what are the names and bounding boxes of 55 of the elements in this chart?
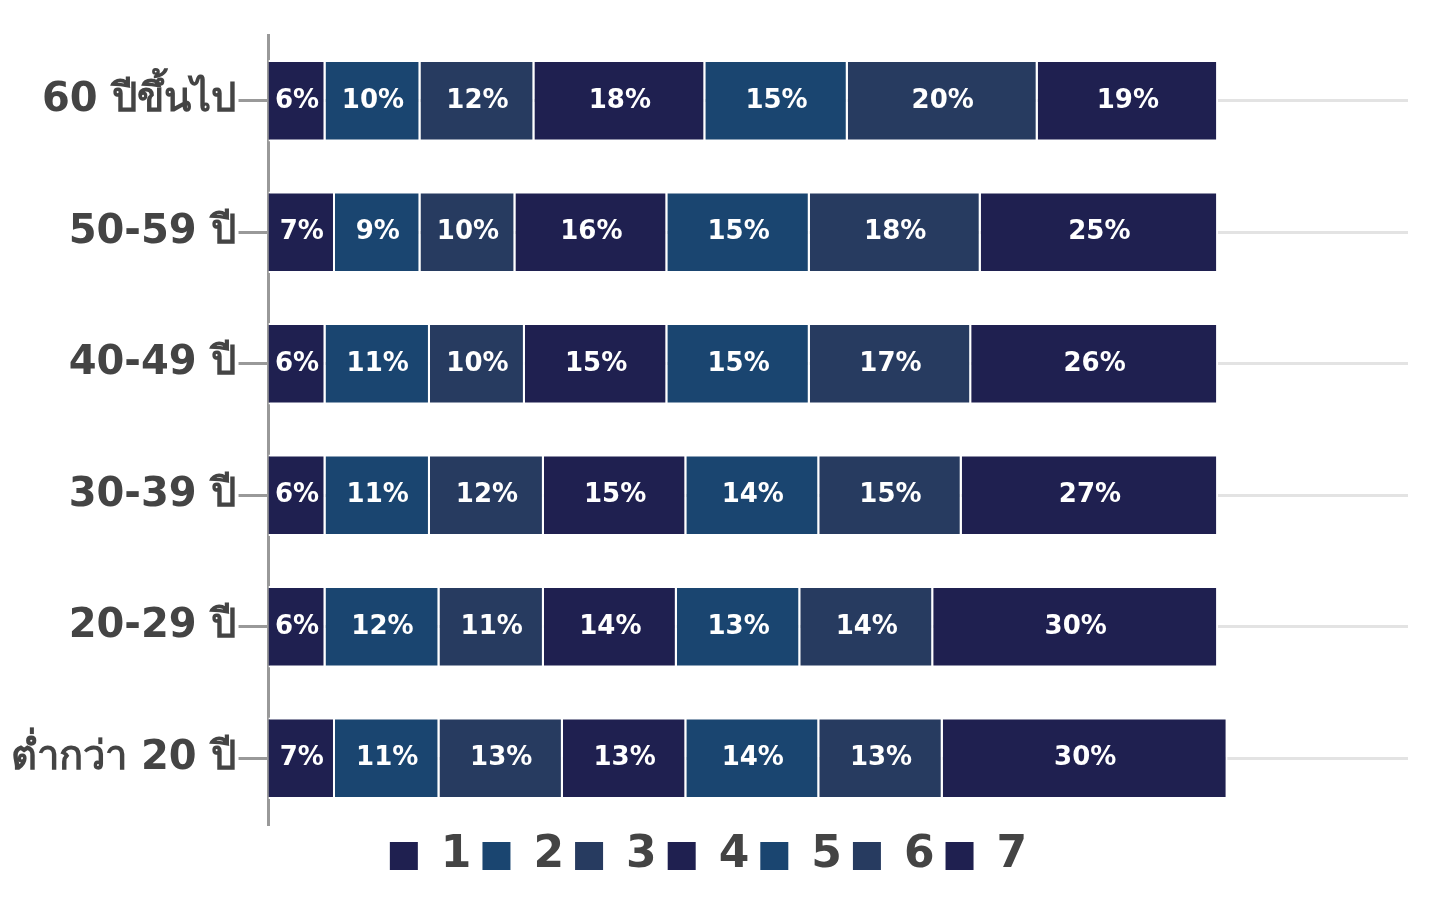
data-label: 14% [721, 741, 784, 771]
legend-label: 1 [440, 826, 472, 878]
y-tick-label: 40-49 ปี [68, 337, 236, 384]
data-label: 10% [436, 215, 500, 245]
data-label: 6% [274, 83, 320, 114]
legend-label: 6 [903, 826, 935, 878]
legend-label: 7 [996, 826, 1028, 878]
data-label: 26% [1063, 346, 1126, 377]
y-tick-label: 20-29 ปี [68, 600, 236, 647]
data-label: 20% [911, 83, 974, 114]
data-label: 10% [341, 83, 405, 114]
legend-label: 3 [626, 826, 657, 878]
data-label: 13% [470, 741, 533, 771]
data-label: 15% [745, 83, 808, 114]
y-tick-label: 50-59 ปี [68, 205, 236, 252]
data-label: 7% [279, 215, 324, 245]
data-label: 9% [355, 215, 400, 245]
data-label: 27% [1058, 478, 1122, 508]
data-label: 14% [579, 609, 642, 640]
y-tick-label: ต่ำกว่า 20 ปี [11, 726, 236, 778]
data-label: 15% [707, 215, 770, 245]
data-label: 13% [707, 609, 770, 640]
data-label: 16% [560, 215, 623, 245]
data-label: 6% [274, 346, 320, 377]
data-label: 12% [446, 83, 509, 114]
data-label: 18% [588, 83, 651, 114]
data-label: 10% [446, 346, 509, 377]
y-tick-label: 30-39 ปี [68, 468, 236, 515]
data-label: 13% [849, 741, 913, 771]
data-label: 11% [460, 609, 523, 640]
data-label: 18% [864, 215, 927, 245]
data-label: 17% [859, 346, 922, 377]
data-label: 14% [721, 478, 784, 508]
data-label: 30% [1054, 741, 1117, 771]
data-label: 14% [835, 609, 898, 640]
data-label: 19% [1096, 83, 1159, 114]
data-label: 6% [274, 609, 320, 640]
data-label: 11% [346, 346, 409, 377]
data-label: 11% [356, 741, 419, 771]
data-label: 15% [707, 346, 770, 377]
y-tick-label: 60 ปีขึ้นไป [41, 68, 236, 121]
data-label: 15% [565, 346, 628, 377]
data-label: 15% [583, 478, 647, 508]
legend-label: 5 [811, 826, 842, 878]
data-label: 11% [346, 478, 409, 508]
data-label: 30% [1044, 609, 1107, 640]
data-label: 12% [455, 478, 519, 508]
data-label: 6% [274, 478, 320, 508]
data-label: 7% [279, 741, 324, 771]
legend-label: 2 [533, 826, 565, 878]
data-label: 25% [1068, 215, 1131, 245]
data-label: 13% [593, 741, 656, 771]
legend-label: 4 [718, 826, 750, 878]
data-label: 15% [859, 478, 922, 508]
data-label: 12% [351, 609, 414, 640]
